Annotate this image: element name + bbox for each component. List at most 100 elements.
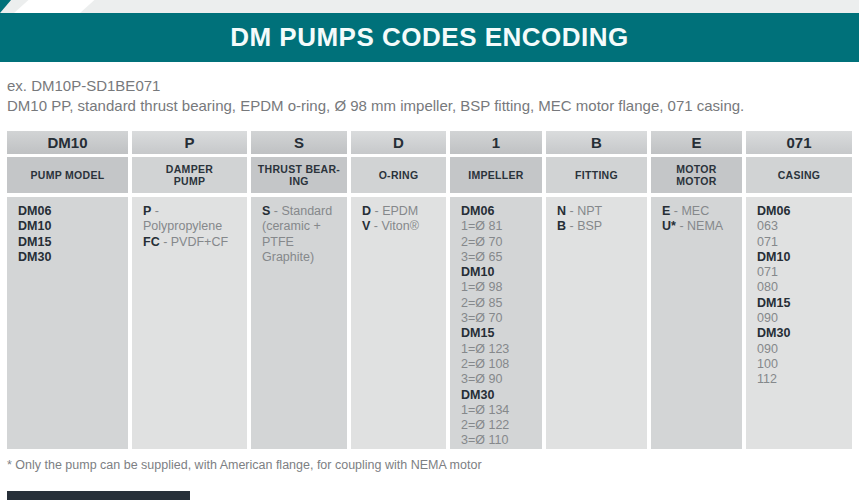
body-line: U* - NEMA — [662, 219, 736, 234]
body-line: 090 — [757, 311, 846, 326]
body-line: 3=Ø 70 — [461, 311, 536, 326]
bold-token: DM10 — [18, 219, 51, 233]
body-line: 3=Ø 110 — [461, 433, 536, 448]
bold-token: DM15 — [461, 326, 494, 340]
text-token: - NEMA — [676, 219, 723, 233]
text-token: 112 — [757, 372, 777, 386]
bold-token: DM06 — [757, 204, 790, 218]
body-line: 1=Ø 98 — [461, 280, 536, 295]
bottom-bar — [7, 491, 190, 500]
body-line: D - EPDM — [362, 204, 440, 219]
body-cell-3: S - Standard(ceramic +PTFE Graphite) — [251, 197, 347, 449]
bold-token: DM10 — [757, 250, 790, 264]
text-token: 100 — [757, 357, 778, 371]
text-token: - Standard — [270, 204, 332, 218]
body-line: B - BSP — [557, 219, 641, 234]
code-cell-5: 1 — [450, 131, 542, 154]
body-line: 063 — [757, 219, 846, 234]
bold-token: DM30 — [757, 326, 790, 340]
body-cell-5: DM061=Ø 812=Ø 703=Ø 65DM101=Ø 982=Ø 853=… — [450, 197, 542, 449]
text-token: 2=Ø 108 — [461, 357, 509, 371]
label-cell-1: PUMP MODEL — [7, 157, 128, 193]
body-line: DM30 — [757, 326, 846, 341]
title-band: DM PUMPS CODES ENCODING — [0, 13, 859, 62]
body-line: N - NPT — [557, 204, 641, 219]
text-token: 080 — [757, 280, 778, 294]
text-token: 3=Ø 110 — [461, 433, 508, 447]
text-token: (ceramic + — [262, 219, 321, 233]
body-line: 1=Ø 81 — [461, 219, 536, 234]
body-line: DM30 — [461, 388, 536, 403]
body-line: 112 — [757, 372, 846, 387]
text-token: - PVDF+CF — [160, 235, 228, 249]
body-cell-8: DM06063071DM10071080DM15090DM30090100112 — [746, 197, 852, 449]
body-line: 080 — [757, 280, 846, 295]
text-token: - EPDM — [371, 204, 418, 218]
body-line: DM15 — [461, 326, 536, 341]
body-cell-4: D - EPDMV - Viton® — [351, 197, 446, 449]
code-cell-8: 071 — [746, 131, 852, 154]
code-cell-3: S — [251, 131, 347, 154]
text-token: 071 — [757, 235, 778, 249]
body-line: DM06 — [18, 204, 122, 219]
code-cell-2: P — [132, 131, 247, 154]
body-cell-1: DM06DM10 DM15DM30 — [7, 197, 128, 449]
bold-token: DM15 — [757, 296, 790, 310]
label-cell-6: FITTING — [546, 157, 647, 193]
text-token: - BSP — [566, 219, 602, 233]
text-token: 1=Ø 134 — [461, 403, 509, 417]
text-token: - NPT — [566, 204, 602, 218]
text-token: 063 — [757, 219, 778, 233]
body-line: FC - PVDF+CF — [143, 235, 241, 250]
body-line: 3=Ø 65 — [461, 250, 536, 265]
example-block: ex. DM10P-SD1BE071 DM10 PP, standard thr… — [7, 76, 859, 115]
text-token: 090 — [757, 342, 778, 356]
bold-token: DM30 — [18, 250, 51, 264]
body-line: 2=Ø 108 — [461, 357, 536, 372]
body-line: DM30 — [18, 250, 122, 265]
body-line: DM10 — [757, 250, 846, 265]
example-code: ex. DM10P-SD1BE071 — [7, 76, 859, 95]
body-line: E - MEC — [662, 204, 736, 219]
top-strip — [0, 0, 859, 13]
text-token: 1=Ø 98 — [461, 280, 502, 294]
body-line: DM06 — [461, 204, 536, 219]
bold-token: D — [362, 204, 371, 218]
bold-token: U* — [662, 219, 676, 233]
body-line: 2=Ø 122 — [461, 418, 536, 433]
labels-row: PUMP MODELDAMPER PUMPTHRUST BEAR- INGO-R… — [7, 157, 859, 193]
bold-token: DM06 — [461, 204, 494, 218]
body-line: (ceramic + — [262, 219, 341, 234]
body-line: DM10 — [18, 219, 122, 234]
text-token: 2=Ø 122 — [461, 418, 509, 432]
label-cell-3: THRUST BEAR- ING — [251, 157, 347, 193]
label-cell-2: DAMPER PUMP — [132, 157, 247, 193]
body-line: 2=Ø 85 — [461, 296, 536, 311]
text-token: - Viton® — [370, 219, 419, 233]
bold-token: DM15 — [18, 235, 51, 249]
body-line: DM06 — [757, 204, 846, 219]
body-line: S - Standard — [262, 204, 341, 219]
text-token: 2=Ø 70 — [461, 235, 502, 249]
codes-row: DM10PSD1BE071 — [7, 131, 859, 154]
body-line: 3=Ø 90 — [461, 372, 536, 387]
body-line: 2=Ø 70 — [461, 235, 536, 250]
text-token: 3=Ø 90 — [461, 372, 502, 386]
text-token: - Polypropylene — [143, 204, 222, 233]
bold-token: DM10 — [461, 265, 494, 279]
body-line: 100 — [757, 357, 846, 372]
page-title: DM PUMPS CODES ENCODING — [230, 22, 629, 53]
code-cell-4: D — [351, 131, 446, 154]
text-token: 2=Ø 85 — [461, 296, 502, 310]
text-token: 1=Ø 123 — [461, 342, 509, 356]
text-token: 3=Ø 70 — [461, 311, 502, 325]
label-cell-7: MOTOR MOTOR — [651, 157, 742, 193]
code-cell-1: DM10 — [7, 131, 128, 154]
text-token: 090 — [757, 311, 778, 325]
body-line: 090 — [757, 342, 846, 357]
body-line: V - Viton® — [362, 219, 440, 234]
body-cell-7: E - MECU* - NEMA — [651, 197, 742, 449]
body-line: DM10 — [461, 265, 536, 280]
body-line: 1=Ø 134 — [461, 403, 536, 418]
corner-teal-triangle — [0, 0, 13, 13]
